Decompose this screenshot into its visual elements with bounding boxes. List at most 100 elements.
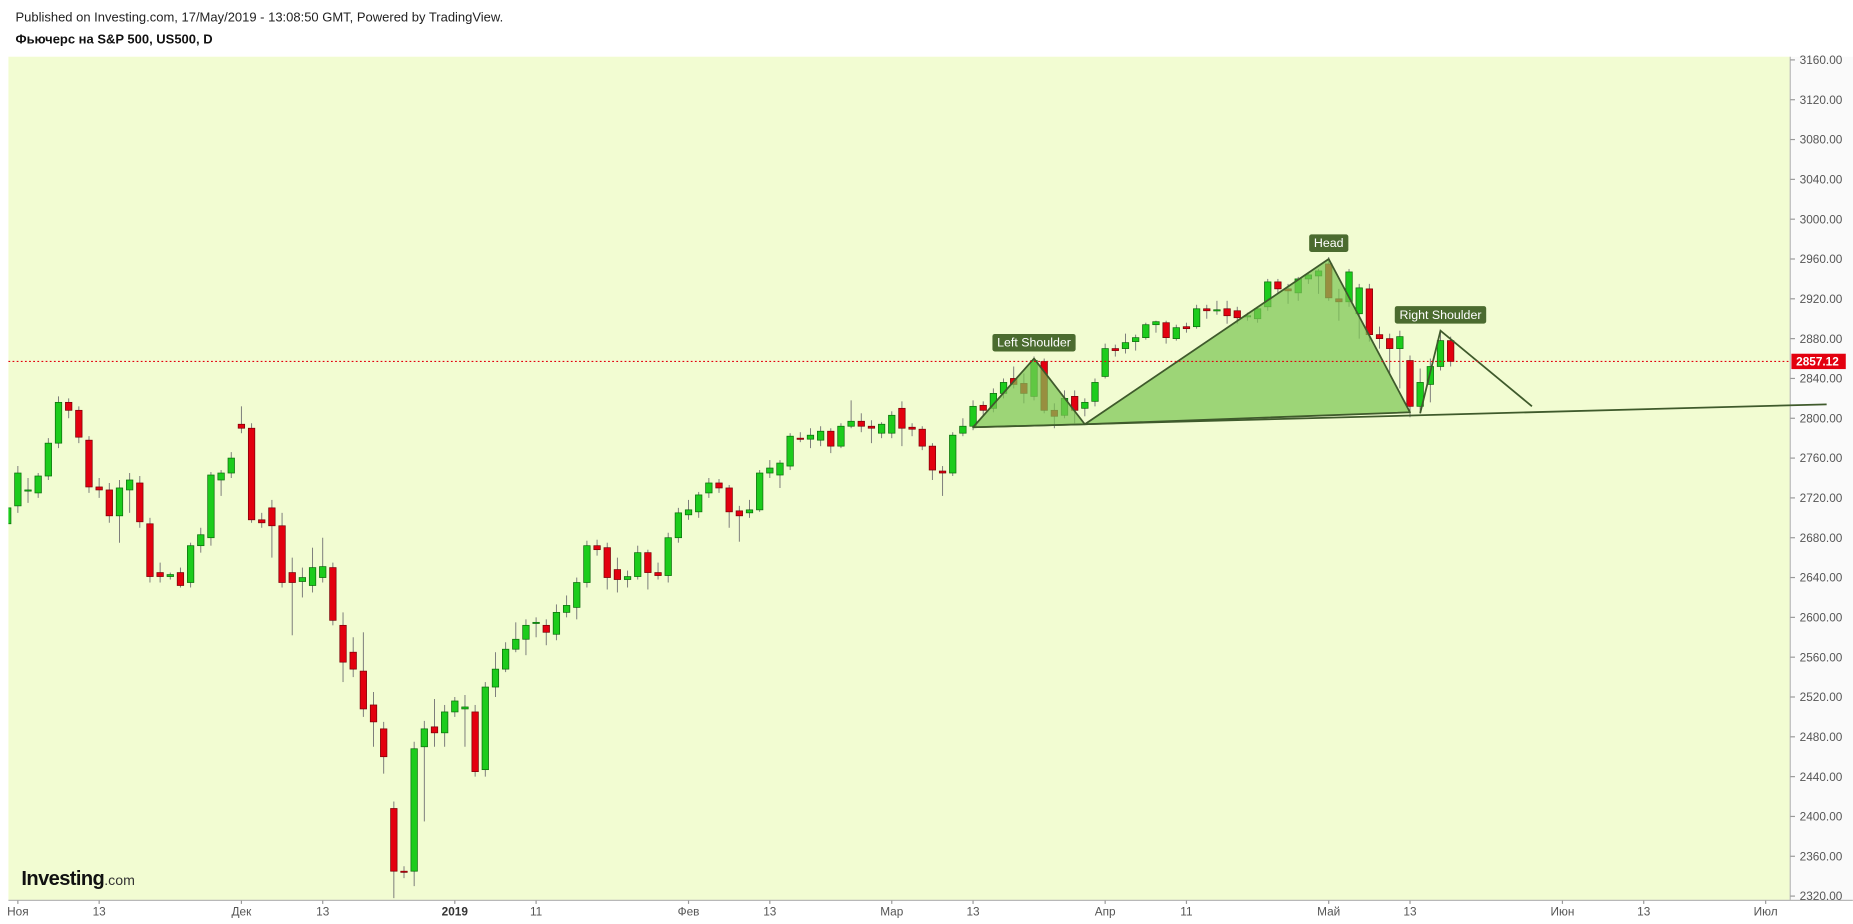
x-tick-label: 13: [93, 905, 107, 919]
y-tick-label: 2760.00: [1800, 451, 1843, 465]
candle-body: [664, 537, 672, 576]
x-tick-label: Июн: [1551, 905, 1575, 919]
pattern-label-box: [992, 333, 1076, 352]
candle-body: [380, 728, 388, 758]
y-tick-label: 2480.00: [1800, 730, 1843, 744]
candle-body: [959, 425, 967, 434]
candle-body: [85, 439, 93, 488]
candle-body: [786, 435, 794, 467]
y-tick-label: 3000.00: [1800, 212, 1843, 226]
candle-body: [837, 425, 845, 447]
candle-body: [1274, 281, 1282, 290]
pattern-shape: [1083, 258, 1411, 426]
candle-body: [1203, 308, 1211, 312]
logo-suffix: .com: [104, 873, 135, 889]
candle-body: [735, 510, 743, 517]
y-tick-label: 2640.00: [1800, 571, 1843, 585]
candle-body: [288, 572, 296, 583]
candle-body: [349, 651, 357, 670]
y-tick-label: 2800.00: [1800, 411, 1843, 425]
y-tick-label: 2560.00: [1800, 650, 1843, 664]
y-tick-label: 3120.00: [1800, 93, 1843, 107]
candle-body: [410, 748, 418, 872]
chart-title: Фьючерс на S&P 500, US500, D: [15, 32, 212, 47]
candle-body: [888, 414, 896, 434]
candle-body: [674, 512, 682, 539]
candle-body: [1172, 327, 1180, 339]
candle-body: [654, 572, 662, 576]
candle-body: [949, 434, 957, 474]
candle-body: [105, 489, 113, 517]
candle-body: [126, 479, 134, 491]
candle-body: [644, 552, 652, 573]
logo-main: Investing: [21, 868, 104, 890]
candle-body: [1132, 337, 1140, 342]
candle-body: [54, 401, 63, 444]
y-tick-label: 2360.00: [1800, 849, 1843, 863]
candle-body: [237, 423, 246, 429]
candle-body: [898, 407, 906, 429]
candle-body: [339, 624, 347, 663]
y-tick-label: 2400.00: [1800, 810, 1843, 824]
candle-body: [603, 547, 611, 578]
candle-body: [1121, 342, 1130, 349]
pattern-shape: [1419, 329, 1533, 414]
x-tick-label: 13: [763, 905, 777, 919]
candle-body: [745, 509, 754, 514]
candle-body: [197, 534, 205, 547]
x-tick-label: 2019: [442, 905, 469, 919]
candle-body: [502, 648, 510, 670]
candle-body: [187, 545, 195, 583]
candle-body: [1162, 322, 1170, 338]
y-tick-label: 2960.00: [1800, 252, 1843, 266]
candle-body: [95, 486, 103, 491]
candle-body: [623, 576, 632, 580]
candle-body: [1142, 324, 1150, 338]
candle-body: [136, 482, 144, 523]
x-tick-label: Июл: [1754, 905, 1778, 919]
candle-body: [451, 700, 459, 713]
candle-body: [329, 567, 337, 621]
candle-body: [1193, 308, 1201, 328]
candle-body: [756, 472, 764, 511]
candle-body: [1436, 340, 1445, 367]
x-tick-label: Апр: [1095, 905, 1116, 919]
candle-body: [908, 426, 916, 430]
candle-body: [522, 624, 530, 640]
candle-body: [1386, 338, 1394, 349]
candle-body: [938, 470, 947, 474]
candle-body: [247, 427, 256, 521]
candle-body: [1101, 348, 1109, 377]
x-tick-label: Май: [1317, 905, 1340, 919]
candle-body: [512, 638, 520, 650]
y-tick-label: 3160.00: [1800, 53, 1843, 67]
x-tick-label: 13: [966, 905, 980, 919]
candle-body: [420, 728, 428, 748]
candle-body: [705, 482, 713, 494]
y-tick-label: 2840.00: [1800, 372, 1843, 386]
candle-body: [471, 711, 479, 773]
last-price-label: 2857.12: [1796, 355, 1839, 369]
candle-body: [695, 494, 703, 513]
candle-body: [1081, 401, 1089, 409]
candle-body: [369, 704, 378, 723]
candle-body: [684, 509, 693, 516]
candle-body: [34, 475, 42, 494]
candle-body: [1233, 310, 1241, 319]
candle-body: [715, 482, 723, 489]
candle-body: [278, 525, 286, 583]
candle-body: [8, 507, 12, 525]
pattern-label: Head: [1314, 236, 1344, 250]
pattern-label-box: [1309, 234, 1349, 252]
x-tick-label: Дек: [232, 905, 253, 919]
candle-body: [918, 428, 926, 447]
candle-body: [268, 507, 276, 527]
pattern-label: Right Shoulder: [1400, 308, 1482, 322]
candle-body: [1182, 326, 1191, 330]
candle-body: [1355, 287, 1363, 315]
candle-body: [1091, 382, 1099, 402]
candle-body: [461, 706, 469, 710]
candle-body: [817, 430, 825, 441]
pattern-label-box: [1394, 306, 1487, 324]
